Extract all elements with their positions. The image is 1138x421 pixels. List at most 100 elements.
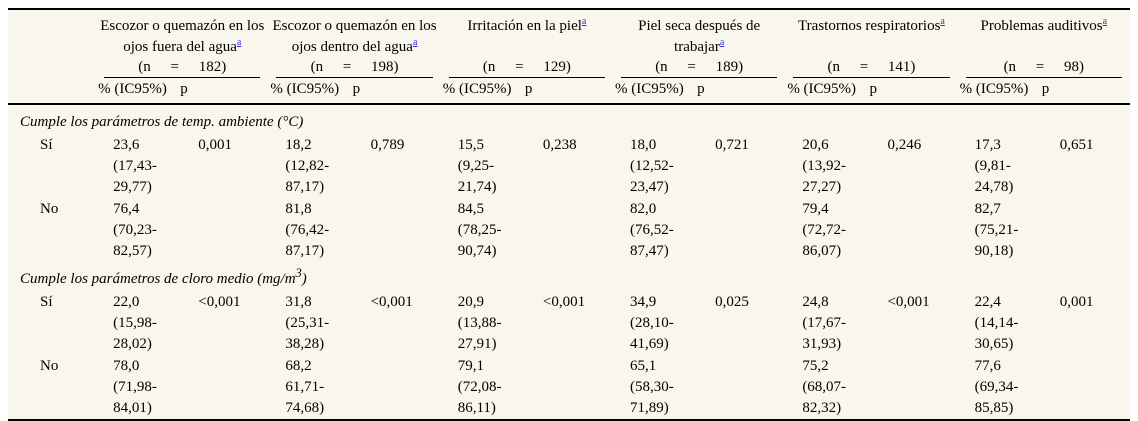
ci-line-1: (12,82- <box>285 158 330 174</box>
ci-line-2: 86,07) <box>802 243 842 259</box>
cell-percent-ci: 79,4 (72,72- 86,07) <box>785 198 869 262</box>
table-row-chlorine-no: No 78,0 (71,98- 84,01) 68,2 61,71- 74,68… <box>8 355 1130 420</box>
ci-line-1: (78,25- <box>457 222 502 238</box>
cell-percent-ci: 15,5 (9,25- 21,74) <box>441 134 525 198</box>
sample-size-cell: (n = 141) <box>785 58 957 78</box>
section-row-temperature: Cumple los parámetros de temp. ambiente … <box>8 104 1130 134</box>
percent-value: 22,0 <box>113 294 140 310</box>
column-header: Trastornos respiratoriosa <box>785 9 957 58</box>
footnote-sup: a <box>237 37 241 48</box>
ci-line-1: (25,31- <box>285 315 330 331</box>
ci-line-1: (70,23- <box>113 222 157 238</box>
percent-value: 24,8 <box>802 294 829 310</box>
section-title: Cumple los parámetros de cloro medio (mg… <box>8 262 1130 291</box>
column-header: Escozor o quemazón en los ojos fuera del… <box>96 9 268 58</box>
footnote-sup: a <box>720 37 724 48</box>
footnote-sup: a <box>940 16 944 27</box>
cell-p-value: <0,001 <box>542 294 586 310</box>
column-title: Irritación en la piel <box>467 18 582 34</box>
sample-size: (n = 198) <box>276 59 433 78</box>
empty-corner-cell <box>8 58 96 78</box>
sample-size-cell: (n = 129) <box>441 58 613 78</box>
ci-line-1: (14,14- <box>974 315 1019 331</box>
cell-percent-ci: 18,0 (12,52- 23,47) <box>613 134 697 198</box>
cell-percent-ci: 81,8 (76,42- 87,17) <box>268 198 352 262</box>
results-table: Escozor o quemazón en los ojos fuera del… <box>8 8 1130 421</box>
column-header: Piel seca después de trabajara <box>613 9 785 58</box>
ci-line-1: (9,25- <box>457 158 494 174</box>
cell-p-value: 0,001 <box>1059 294 1094 310</box>
row-label: Sí <box>40 137 53 153</box>
cell-percent-ci: 68,2 61,71- 74,68) <box>268 355 352 420</box>
cell-p-value <box>525 198 613 262</box>
percent-value: 79,1 <box>457 358 484 374</box>
percent-value: 20,6 <box>802 137 829 153</box>
percent-value: 20,9 <box>457 294 484 310</box>
header-names-row: Escozor o quemazón en los ojos fuera del… <box>8 9 1130 58</box>
section-row-chlorine: Cumple los parámetros de cloro medio (mg… <box>8 262 1130 291</box>
section-title-sup: 3 <box>295 266 302 280</box>
footnote-sup: a <box>413 37 417 48</box>
footnote-a-link[interactable]: a <box>581 16 587 27</box>
sample-size-cell: (n = 182) <box>96 58 268 78</box>
ci-line-2: 23,47) <box>630 179 669 195</box>
ci-line-1: (72,72- <box>802 222 847 238</box>
ci-line-1: (17,43- <box>113 158 157 174</box>
cell-p-value <box>1042 355 1130 420</box>
footnote-a-link[interactable]: a <box>940 16 945 27</box>
ci-line-1: (58,30- <box>630 379 674 395</box>
ci-line-1: (17,67- <box>802 315 847 331</box>
footnote-a-link[interactable]: a <box>1102 16 1108 27</box>
ci-line-1: (76,42- <box>285 222 330 238</box>
section-title: Cumple los parámetros de temp. ambiente … <box>8 104 1130 134</box>
ci-line-1: (13,88- <box>457 315 502 331</box>
pct-ci-header: % (IC95%) <box>96 78 181 105</box>
cell-percent-ci: 84,5 (78,25- 90,74) <box>441 198 525 262</box>
cell-p-value <box>697 198 785 262</box>
cell-percent-ci: 78,0 (71,98- 84,01) <box>96 355 180 420</box>
column-title: Piel seca después de trabajar <box>638 18 761 55</box>
ci-line-1: (15,98- <box>113 315 157 331</box>
cell-p-value <box>180 198 268 262</box>
cell-percent-ci: 75,2 (68,07- 82,32) <box>785 355 869 420</box>
ci-line-1: (13,92- <box>802 158 847 174</box>
cell-percent-ci: 82,0 (76,52- 87,47) <box>613 198 697 262</box>
empty-corner-cell <box>8 78 97 105</box>
cell-p-value <box>180 355 268 420</box>
pct-ci-header: % (IC95%) <box>957 78 1042 105</box>
cell-percent-ci: 79,1 (72,08- 86,11) <box>441 355 525 420</box>
percent-value: 78,0 <box>113 358 140 374</box>
ci-line-1: (28,10- <box>630 315 674 331</box>
cell-p-value: 0,246 <box>887 137 922 153</box>
ci-line-2: 90,18) <box>974 243 1014 259</box>
row-label: Sí <box>40 294 53 310</box>
cell-percent-ci: 31,8 (25,31- 38,28) <box>268 291 352 355</box>
percent-value: 77,6 <box>974 358 1001 374</box>
column-header: Escozor o quemazón en los ojos dentro de… <box>268 9 440 58</box>
ci-line-2: 31,93) <box>802 336 842 352</box>
ci-line-2: 87,47) <box>630 243 669 259</box>
header-n-row: (n = 182) (n = 198) (n = 129) (n = 189) … <box>8 58 1130 78</box>
footnote-a-link[interactable]: a <box>719 37 725 48</box>
empty-corner-cell <box>8 9 96 58</box>
sample-size-cell: (n = 198) <box>268 58 440 78</box>
ci-line-2: 71,89) <box>630 400 669 416</box>
percent-value: 76,4 <box>113 201 140 217</box>
cell-p-value: 0,721 <box>715 137 749 153</box>
cell-percent-ci: 82,7 (75,21- 90,18) <box>958 198 1042 262</box>
ci-line-2: 21,74) <box>457 179 497 195</box>
cell-p-value: 0,651 <box>1059 137 1094 153</box>
ci-line-2: 30,65) <box>974 336 1014 352</box>
footnote-a-link[interactable]: a <box>236 37 242 48</box>
footnote-sup: a <box>582 16 586 27</box>
footnote-a-link[interactable]: a <box>412 37 418 48</box>
sample-size-cell: (n = 98) <box>958 58 1130 78</box>
percent-value: 82,0 <box>630 201 657 217</box>
cell-p-value <box>697 355 785 420</box>
ci-line-2: 74,68) <box>285 400 325 416</box>
cell-p-value: 0,001 <box>198 137 233 153</box>
ci-line-2: 86,11) <box>457 400 496 416</box>
ci-line-2: 87,17) <box>285 243 325 259</box>
pct-ci-header: % (IC95%) <box>785 78 870 105</box>
